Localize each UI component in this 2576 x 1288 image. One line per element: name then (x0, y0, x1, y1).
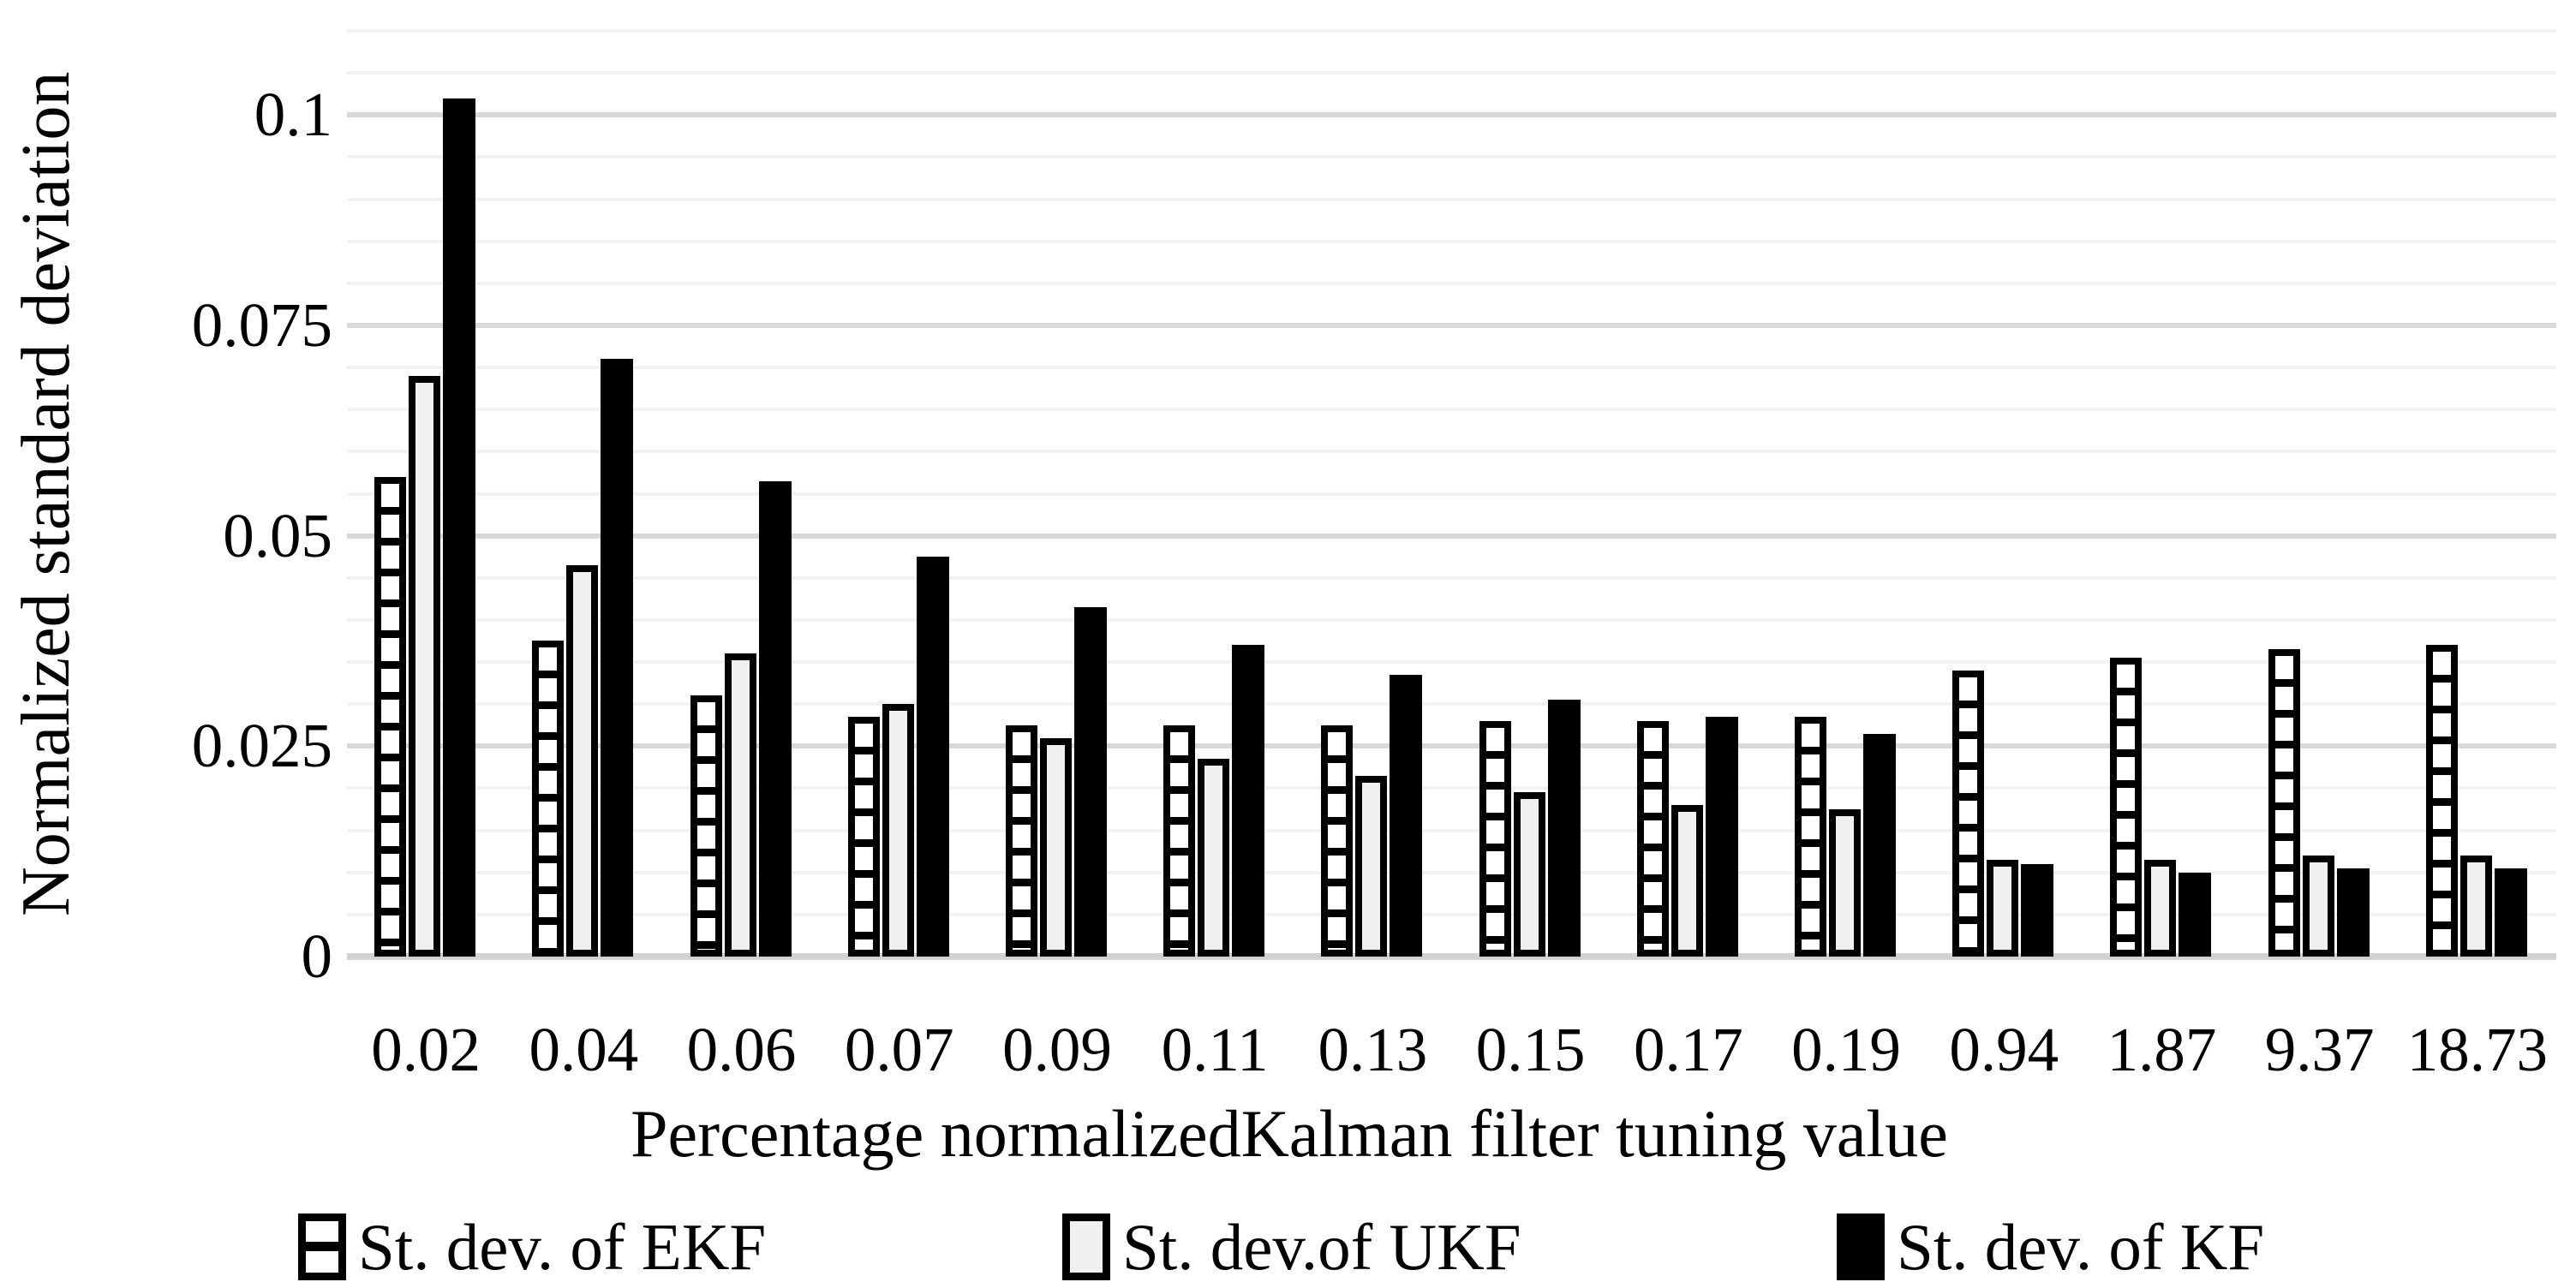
minor-gridline (347, 29, 2556, 33)
x-tick-label: 0.06 (686, 1015, 797, 1084)
ukf-bar (1039, 737, 1072, 957)
minor-gridline (347, 197, 2556, 201)
minor-gridline (347, 366, 2556, 370)
ekf-bar (1321, 724, 1354, 957)
ukf-bar (1513, 792, 1545, 957)
kf-bar (2336, 868, 2370, 957)
y-tick-label: 0.075 (191, 289, 332, 360)
y-tick-label: 0.1 (254, 80, 332, 150)
minor-gridline (347, 450, 2556, 454)
x-tick-label: 0.19 (1791, 1015, 1901, 1084)
minor-gridline (347, 408, 2556, 412)
minor-gridline (347, 155, 2556, 159)
y-tick-label: 0.05 (223, 500, 332, 570)
kf-bar (2179, 872, 2212, 957)
ekf-bar (374, 476, 407, 957)
y-axis-title: Normalized standard deviation (9, 71, 84, 916)
ekf-bar (1005, 724, 1037, 957)
x-tick-label: 1.87 (2107, 1015, 2217, 1084)
legend-item-ukf: St. dev.of UKF (1062, 1206, 1521, 1288)
minor-gridline (347, 702, 2556, 707)
plot-area (347, 29, 2556, 960)
ukf-bar (566, 565, 599, 957)
kf-bar (1073, 607, 1107, 957)
x-tick-label: 0.17 (1633, 1015, 1743, 1084)
legend-label-ekf: St. dev. of EKF (358, 1210, 767, 1284)
ekf-bar (1479, 720, 1511, 957)
kf-bar (443, 98, 476, 957)
y-tick-label: 0.025 (191, 711, 332, 781)
major-gridline (347, 112, 2556, 118)
ekf-bar (1952, 670, 1985, 957)
ekf-bar (690, 695, 722, 957)
x-tick-label: 18.73 (2406, 1015, 2549, 1084)
legend-item-ekf: St. dev. of EKF (298, 1206, 766, 1288)
major-gridline (347, 743, 2556, 749)
ekf-striped-swatch-icon (298, 1213, 346, 1280)
minor-gridline (347, 828, 2556, 832)
ekf-bar (2425, 645, 2458, 957)
ukf-bar (1987, 860, 2019, 957)
legend-label-ukf: St. dev.of UKF (1122, 1210, 1521, 1284)
x-tick-label: 0.04 (529, 1015, 639, 1084)
kf-bar (1705, 716, 1738, 957)
ukf-bar (1829, 809, 1862, 957)
x-tick-label: 0.94 (1949, 1015, 2059, 1084)
minor-gridline (347, 492, 2556, 496)
x-tick-label: 0.11 (1161, 1015, 1269, 1084)
ekf-bar (1163, 724, 1196, 957)
ekf-bar (1795, 716, 1827, 957)
minor-gridline (347, 660, 2556, 665)
x-tick-label: 0.07 (844, 1015, 954, 1084)
kf-bar (1390, 674, 1423, 957)
ukf-bar (724, 653, 756, 957)
ekf-bar (532, 641, 565, 957)
kf-bar (2494, 868, 2527, 957)
ekf-bar (1636, 720, 1669, 957)
minor-gridline (347, 281, 2556, 285)
ukf-bar (2459, 856, 2492, 957)
legend-label-kf: St. dev. of KF (1897, 1210, 2265, 1284)
ekf-bar (847, 716, 880, 957)
ukf-bar (2144, 860, 2177, 957)
kf-bar (916, 557, 949, 957)
minor-gridline (347, 575, 2556, 580)
x-tick-label: 0.09 (1002, 1015, 1112, 1084)
minor-gridline (347, 71, 2556, 75)
kf-bar (601, 359, 634, 957)
kf-bar (1547, 700, 1581, 957)
major-gridline (347, 533, 2556, 539)
x-tick-label: 0.13 (1318, 1015, 1428, 1084)
ukf-bar (1671, 805, 1703, 957)
x-axis-baseline (347, 953, 2556, 960)
minor-gridline (347, 239, 2556, 243)
legend-item-kf: St. dev. of KF (1837, 1206, 2264, 1288)
minor-gridline (347, 870, 2556, 874)
minor-gridline (347, 617, 2556, 622)
kf-bar (1232, 645, 1265, 957)
kf-bar (2021, 863, 2054, 957)
ukf-gray-swatch-icon (1062, 1213, 1110, 1280)
x-tick-label: 0.02 (371, 1015, 481, 1084)
minor-gridline (347, 912, 2556, 916)
y-tick-label: 0 (301, 921, 333, 991)
ekf-bar (2268, 649, 2300, 957)
ukf-bar (409, 375, 441, 957)
minor-gridline (347, 786, 2556, 790)
ukf-bar (2302, 856, 2334, 957)
x-axis-title: Percentage normalizedKalman filter tunin… (631, 1096, 1948, 1171)
ukf-bar (882, 704, 914, 957)
x-tick-label: 0.15 (1475, 1015, 1586, 1084)
kf-bar (758, 480, 792, 957)
kf-black-swatch-icon (1837, 1213, 1885, 1280)
x-tick-label: 9.37 (2264, 1015, 2375, 1084)
major-gridline (347, 322, 2556, 328)
ukf-bar (1198, 759, 1230, 957)
kf-bar (1863, 733, 1897, 957)
ukf-bar (1355, 775, 1388, 957)
ekf-bar (2110, 658, 2143, 957)
